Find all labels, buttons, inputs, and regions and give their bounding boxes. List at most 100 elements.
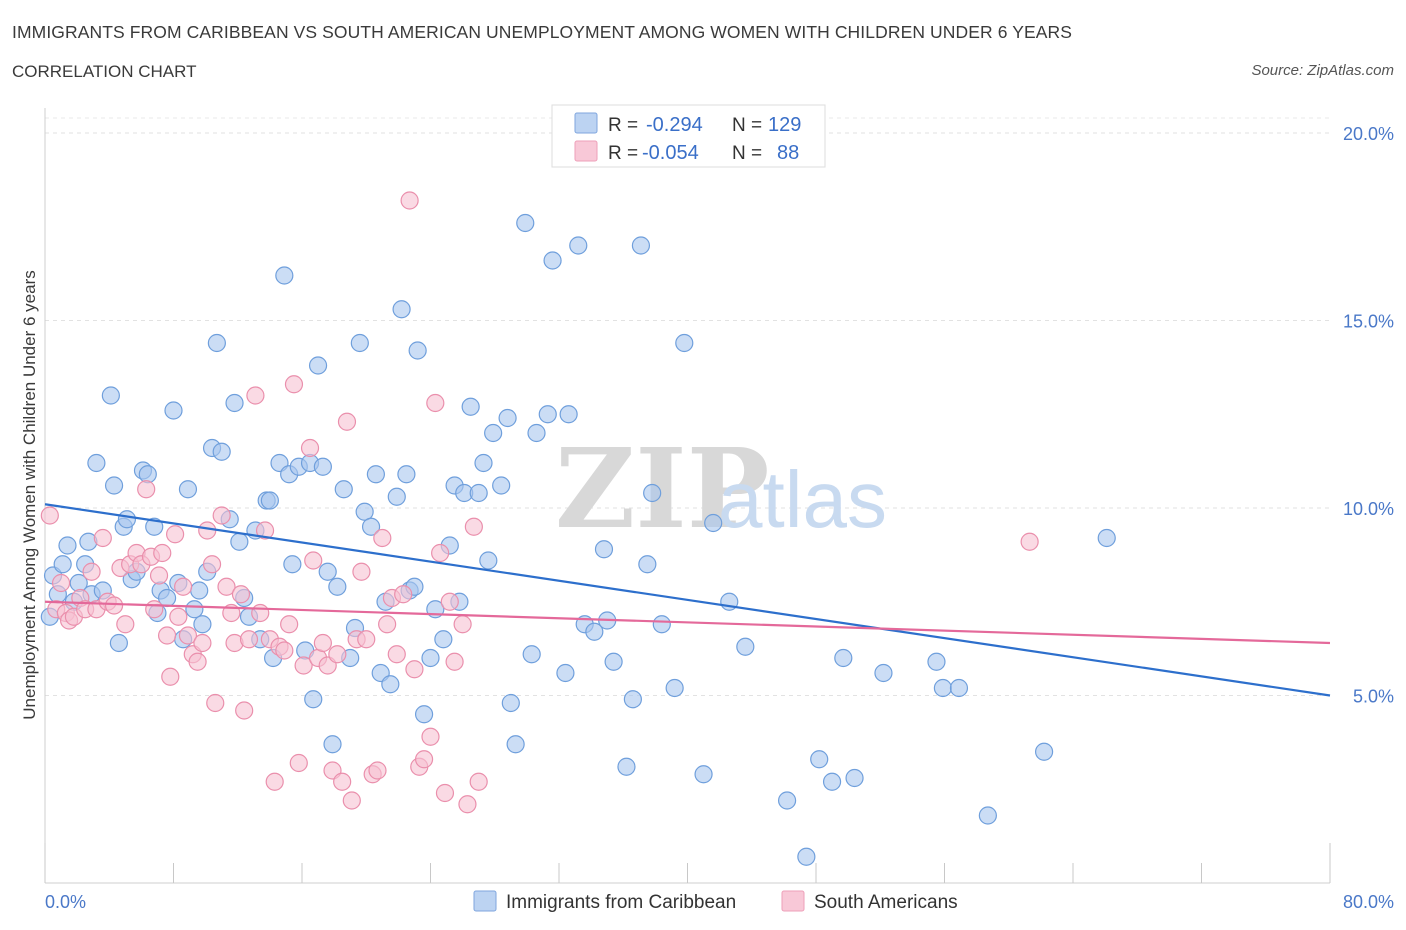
x-tick-label-max: 80.0% [1343, 892, 1394, 912]
y-tick-label-3: 20.0% [1343, 124, 1394, 144]
south-american-point [93, 528, 112, 548]
x-tick-label-min: 0.0% [45, 892, 86, 912]
south-american-point [373, 528, 392, 548]
south-american-point [239, 630, 259, 649]
south-american-point [304, 551, 323, 570]
south-american-point [414, 750, 434, 769]
caribbean-point [230, 532, 249, 551]
south-american-trend-line [44, 600, 1331, 645]
legend-n-value-2: 88 [777, 142, 799, 164]
caribbean-point [334, 480, 353, 499]
south-american-point [198, 521, 217, 540]
series-legend-south-americans: South Americans [814, 892, 958, 913]
caribbean-point [387, 487, 406, 506]
south-american-point [206, 693, 225, 713]
caribbean-trend-line [44, 503, 1331, 697]
south-american-point [337, 412, 357, 431]
caribbean-point [313, 457, 332, 476]
south-american-point [333, 772, 352, 791]
caribbean-point [623, 690, 642, 709]
y-tick-labels: 5.0% 10.0% 15.0% 20.0% [1343, 124, 1394, 707]
south-american-point [104, 596, 124, 615]
caribbean-point [694, 765, 713, 784]
caribbean-point [87, 453, 106, 473]
south-american-point [193, 633, 212, 653]
data-points [40, 191, 1116, 866]
caribbean-point [308, 356, 328, 375]
caribbean-point [506, 735, 525, 754]
caribbean-point [1034, 742, 1054, 761]
south-american-point [405, 660, 424, 679]
y-tick-label-0: 5.0% [1353, 687, 1394, 707]
watermark-zip: ZIP [555, 424, 769, 553]
south-american-point [212, 506, 231, 525]
caribbean-point [138, 465, 157, 484]
legend-n-label-1: N = [732, 115, 762, 136]
caribbean-point [522, 645, 541, 664]
series-legend-swatch-south-americans [781, 890, 805, 912]
legend-n-label-2: N = [732, 143, 762, 164]
south-american-point [294, 656, 313, 675]
caribbean-point [585, 622, 604, 641]
south-american-point [435, 783, 455, 803]
watermark: ZIP atlas [555, 424, 887, 553]
legend-r-value-1: -0.294 [646, 114, 703, 136]
south-american-point [174, 577, 193, 596]
caribbean-point [304, 690, 323, 709]
south-american-point [275, 641, 294, 660]
caribbean-point [58, 536, 77, 555]
caribbean-point [185, 600, 204, 619]
caribbean-point [927, 652, 946, 671]
caribbean-point [559, 405, 578, 424]
caribbean-point [414, 705, 434, 724]
south-american-point [421, 727, 440, 746]
caribbean-point [366, 465, 385, 484]
caribbean-point [527, 423, 546, 443]
caribbean-point [104, 476, 124, 495]
caribbean-point [469, 483, 488, 503]
south-american-point [161, 667, 180, 686]
caribbean-point [178, 480, 198, 499]
caribbean-point [350, 333, 369, 353]
south-american-point [251, 603, 270, 623]
caribbean-point [797, 847, 816, 866]
caribbean-point [810, 750, 829, 769]
legend-swatch-blue [574, 112, 598, 134]
caribbean-point [479, 551, 498, 570]
series-legend-caribbean: Immigrants from Caribbean [506, 892, 736, 913]
series-legend: Immigrants from Caribbean South American… [473, 890, 958, 913]
south-american-point [265, 772, 284, 791]
caribbean-point [318, 562, 337, 581]
caribbean-point [704, 513, 723, 533]
caribbean-point [675, 333, 694, 353]
caribbean-point [498, 408, 517, 428]
legend-r-label-2: R = [608, 143, 638, 164]
caribbean-point [117, 510, 137, 529]
y-tick-label-2: 15.0% [1343, 312, 1394, 332]
caribbean-point [408, 341, 427, 360]
trend-lines [44, 503, 1331, 697]
caribbean-point [516, 213, 535, 233]
caribbean-point [933, 678, 952, 698]
caribbean-point [822, 772, 842, 791]
caribbean-point [665, 678, 684, 698]
south-american-point [246, 386, 265, 405]
south-american-point [394, 585, 413, 604]
legend-r-value-2: -0.054 [642, 142, 699, 164]
caribbean-point [474, 453, 493, 473]
south-american-point [280, 615, 299, 634]
south-american-point [284, 375, 304, 394]
caribbean-point [484, 423, 503, 443]
south-american-point [116, 615, 135, 634]
south-american-point [378, 615, 397, 634]
south-american-point [137, 480, 156, 499]
caribbean-point [53, 555, 72, 574]
caribbean-point [164, 401, 183, 420]
south-american-point [51, 573, 71, 593]
y-axis-label: Unemployment Among Women with Children U… [20, 270, 39, 719]
caribbean-point [594, 540, 614, 559]
caribbean-point [260, 491, 279, 510]
south-american-point [426, 393, 445, 413]
caribbean-point [834, 648, 853, 668]
caribbean-point [109, 633, 128, 653]
